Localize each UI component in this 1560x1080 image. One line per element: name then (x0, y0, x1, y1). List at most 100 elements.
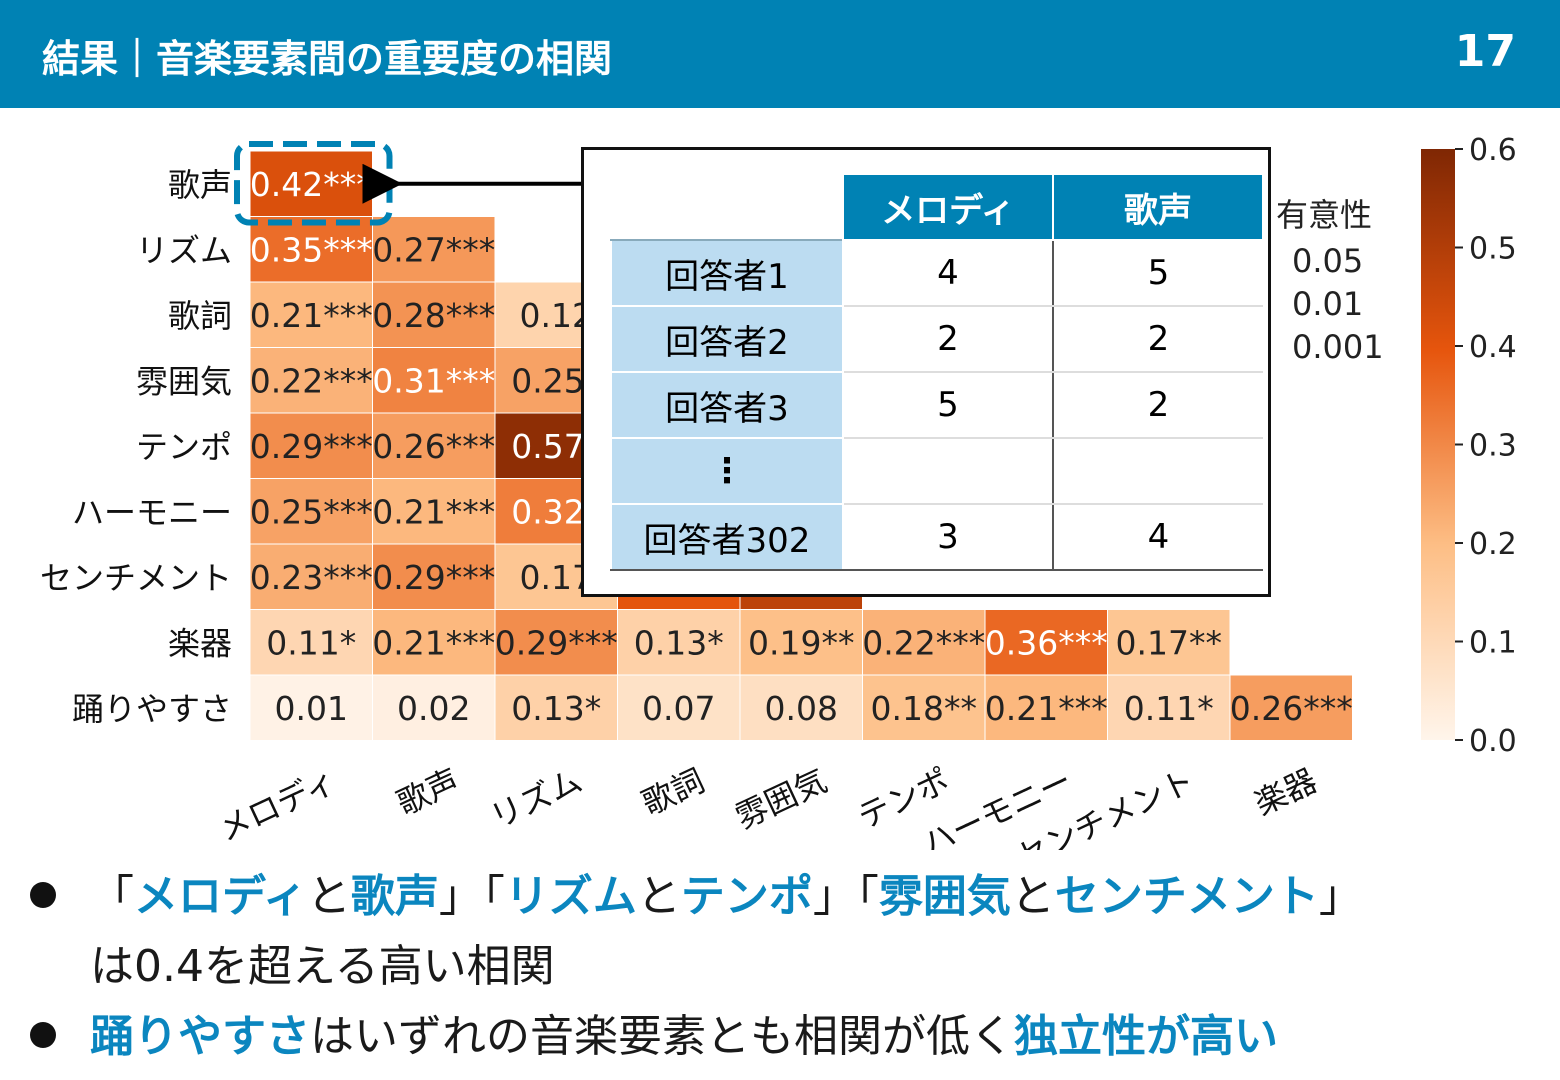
table-cell: 4 (842, 240, 1053, 307)
heatmap-cell (249, 281, 373, 348)
heatmap-cell (494, 674, 618, 741)
table-row: 回答者3 5 2 (610, 371, 1263, 439)
row-label: ハーモニー (72, 493, 232, 531)
significance-value: 0.05 (1292, 242, 1364, 280)
table-cell: 2 (842, 306, 1053, 373)
finding-1: 「メロディと歌声」「リズムとテンポ」「雰囲気とセンチメント」 (30, 862, 1540, 932)
respondent-label: 回答者3 (610, 371, 844, 439)
row-label: 楽器 (168, 624, 232, 662)
correlation-heatmap: 0.42***0.35*** 0.27***0.21*** 0.28*** 0.120… (40, 133, 1517, 850)
table-row: 回答者302 3 4 (610, 503, 1263, 571)
example-data-table-panel: メロディ 歌声 回答者1 4 5 回答者2 2 2 回答者3 5 2 ⋮ 回答者… (581, 147, 1271, 597)
row-label: 歌声 (168, 166, 232, 204)
cell-label: 0.21*** (985, 689, 1108, 728)
heatmap-cell (494, 609, 618, 676)
column-label: メロディ (213, 761, 343, 849)
heatmap-cell (1107, 609, 1231, 676)
cell-label: 0.26*** (1230, 689, 1353, 728)
colorbar-tick-label: 0.0 (1469, 724, 1517, 759)
cell-label: 0.13* (634, 623, 724, 662)
heatmap-cell (617, 609, 741, 676)
row-label: 雰囲気 (136, 362, 232, 400)
significance-value: 0.001 (1292, 328, 1384, 366)
cell-label: 0.22*** (250, 361, 373, 400)
heatmap-cell (739, 674, 863, 741)
cell-label: 0.29*** (250, 427, 373, 466)
row-label: 踊りやすさ (72, 690, 232, 728)
finding-2: 踊りやすさはいずれの音楽要素とも相関が低く独立性が高い (30, 1002, 1540, 1072)
table-cell: 5 (1052, 240, 1263, 307)
bullet-icon (30, 1022, 56, 1048)
cell-label: 0.27*** (372, 230, 495, 269)
colorbar-tick-label: 0.4 (1469, 330, 1517, 365)
cell-label: 0.17 (520, 558, 593, 597)
heatmap-cell (617, 674, 741, 741)
heatmap-cell (249, 674, 373, 741)
table-corner (611, 174, 843, 240)
example-data-table: メロディ 歌声 回答者1 4 5 回答者2 2 2 回答者3 5 2 ⋮ 回答者… (610, 173, 1264, 571)
ellipsis-label: ⋮ (610, 437, 844, 505)
table-cell (842, 438, 1053, 505)
cell-label: 0.36*** (985, 623, 1108, 662)
heatmap-cell (862, 609, 986, 676)
cell-label: 0.26*** (372, 427, 495, 466)
heatmap-cell (249, 543, 373, 610)
table-cell: 4 (1052, 504, 1263, 571)
heatmap-cell (372, 543, 496, 610)
cell-label: 0.29*** (495, 623, 618, 662)
bullet-icon (30, 882, 56, 908)
column-label: 歌詞 (636, 761, 710, 822)
respondent-label: 回答者1 (610, 239, 844, 307)
row-label: センチメント (40, 559, 232, 597)
row-label: リズム (136, 231, 232, 269)
cell-label: 0.42*** (250, 165, 373, 204)
heatmap-cell (372, 674, 496, 741)
heatmap-cell (984, 609, 1108, 676)
heatmap-cell (372, 281, 496, 348)
table-row: 回答者2 2 2 (610, 305, 1263, 373)
respondent-label: 回答者302 (610, 503, 844, 571)
significance-value: 0.01 (1292, 285, 1364, 323)
cell-label: 0.19** (748, 623, 854, 662)
heatmap-cell (372, 216, 496, 283)
heatmap-cell (249, 609, 373, 676)
cell-label: 0.25*** (250, 492, 373, 531)
cell-label: 0.02 (397, 689, 470, 728)
cell-label: 0.13* (511, 689, 601, 728)
heatmap-cell (249, 412, 373, 479)
cell-label: 0.29*** (372, 558, 495, 597)
cell-label: 0.08 (765, 689, 838, 728)
colorbar-tick-label: 0.1 (1469, 626, 1517, 661)
table-header-melody: メロディ (842, 173, 1054, 241)
cell-label: 0.21*** (372, 623, 495, 662)
cell-label: 0.18** (871, 689, 977, 728)
table-cell (1052, 438, 1263, 505)
cell-label: 0.11* (1124, 689, 1214, 728)
heatmap-cell (1229, 674, 1353, 741)
cell-label: 0.12 (520, 296, 593, 335)
significance-title: 有意性 (1276, 196, 1373, 234)
heatmap-cell (1107, 674, 1231, 741)
column-label: 楽器 (1249, 761, 1323, 822)
heatmap-cell (249, 150, 373, 217)
slide-title: 結果｜音楽要素間の重要度の相関 (42, 37, 613, 81)
table-cell: 2 (1052, 372, 1263, 439)
table-cell: 5 (842, 372, 1053, 439)
column-label: 歌声 (391, 761, 465, 822)
cell-label: 0.28*** (372, 296, 495, 335)
cell-label: 0.31*** (372, 361, 495, 400)
heatmap-cell (372, 609, 496, 676)
colorbar-tick-label: 0.2 (1469, 527, 1517, 562)
table-row: 回答者1 4 5 (610, 239, 1263, 307)
page-number: 17 (1454, 26, 1516, 77)
cell-label: 0.07 (642, 689, 715, 728)
colorbar-tick-label: 0.6 (1469, 133, 1517, 168)
finding-1-continued: は0.4を超える高い相関 (90, 941, 555, 992)
column-label: リズム (485, 761, 588, 836)
significance-legend: 有意性 0.05 0.01 0.001 (1276, 190, 1384, 369)
colorbar-tick-label: 0.5 (1469, 232, 1517, 267)
column-label: 雰囲気 (730, 761, 833, 836)
header-bar: 結果｜音楽要素間の重要度の相関 17 (0, 0, 1560, 108)
cell-label: 0.11* (266, 623, 356, 662)
cell-label: 0.01 (275, 689, 348, 728)
